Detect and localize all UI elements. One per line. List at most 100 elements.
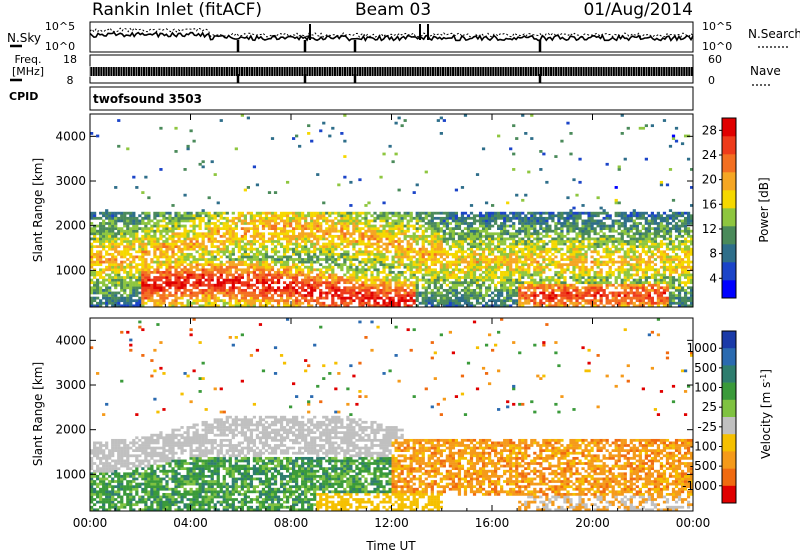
power-cell (457, 278, 462, 282)
power-cell (391, 219, 395, 223)
power-cell (231, 263, 235, 267)
power-cell (298, 211, 302, 215)
power-cell (424, 304, 428, 308)
power-cell (427, 286, 431, 290)
power-cell (129, 304, 133, 308)
power-cell (135, 299, 139, 303)
power-cell (183, 234, 187, 238)
power-cell (391, 224, 395, 228)
power-cell (524, 232, 528, 236)
power-cell (539, 265, 543, 269)
power-cell (433, 252, 437, 256)
power-cell (174, 299, 178, 303)
power-cell (388, 216, 392, 220)
power-cell (147, 211, 151, 215)
power-cell (195, 281, 199, 285)
power-cell (129, 273, 133, 277)
power-cell (141, 242, 145, 246)
power-cell (156, 304, 160, 308)
power-cell (174, 291, 178, 295)
power-cell (454, 224, 459, 228)
power-cell (463, 276, 468, 279)
power-cell (90, 255, 94, 259)
power-cell (569, 294, 573, 297)
power-cell (578, 255, 582, 259)
power-cell (340, 268, 344, 272)
power-cell (295, 296, 299, 300)
power-cell (183, 283, 187, 287)
power-cell (120, 296, 124, 300)
power-cell (397, 260, 401, 264)
power-cell (282, 219, 287, 223)
power-cell (430, 237, 434, 241)
power-cell (557, 286, 561, 290)
power-cell (267, 270, 272, 274)
power-cell (270, 268, 275, 272)
power-cell (331, 234, 335, 238)
power-cell (491, 252, 495, 256)
power-cell (500, 240, 504, 243)
power-cell (424, 229, 428, 233)
power-cell (433, 270, 437, 274)
power-cell (222, 294, 226, 297)
power-cell (509, 265, 513, 269)
power-cell (270, 247, 275, 251)
power-cell (560, 263, 564, 267)
power-cell (165, 255, 169, 259)
power-cell (497, 211, 501, 215)
power-cell (397, 278, 401, 282)
power-cell (186, 258, 190, 261)
power-cell (192, 219, 196, 223)
power-cell (436, 211, 440, 215)
power-cell (563, 304, 567, 308)
power-cell (581, 240, 585, 243)
power-cell (560, 252, 564, 256)
power-cell (298, 232, 302, 236)
power-cell (204, 273, 208, 277)
power-cell (261, 237, 266, 241)
power-cell (183, 232, 187, 236)
power-cell (285, 304, 290, 308)
power-cell (276, 286, 281, 290)
power-cell (545, 219, 549, 223)
power-cell (319, 227, 323, 230)
power-cell (141, 278, 145, 282)
power-cell (343, 286, 347, 290)
power-cell (575, 255, 579, 259)
power-cell (261, 255, 266, 259)
power-cell (469, 232, 474, 236)
power-cell (430, 216, 434, 220)
power-cell (518, 299, 522, 303)
power-cell (343, 114, 347, 117)
power-cell (484, 247, 489, 251)
power-cell (515, 137, 519, 140)
power-cell (503, 252, 507, 256)
power-cell (463, 232, 468, 236)
power-cell (304, 234, 308, 238)
power-cell (475, 294, 480, 297)
power-cell (141, 245, 145, 249)
power-cell (518, 219, 522, 223)
power-cell (285, 288, 290, 292)
power-cell (322, 247, 326, 251)
power-cell (542, 278, 546, 282)
power-cell (421, 255, 425, 259)
power-cell (581, 258, 585, 261)
power-cell (201, 288, 205, 292)
power-cell (481, 281, 486, 285)
power-cell (560, 247, 564, 251)
power-cell (554, 232, 558, 236)
power-cell (234, 265, 238, 269)
power-cell (343, 245, 347, 249)
power-cell (487, 273, 492, 277)
power-cell (409, 281, 413, 285)
power-cell (301, 247, 305, 251)
power-cell (548, 299, 552, 303)
power-cell (325, 219, 329, 223)
power-cell (240, 291, 244, 295)
power-cell (427, 255, 431, 259)
power-cell (310, 242, 314, 246)
power-cell (478, 260, 483, 264)
power-cell (349, 214, 353, 218)
power-cell (150, 286, 154, 290)
